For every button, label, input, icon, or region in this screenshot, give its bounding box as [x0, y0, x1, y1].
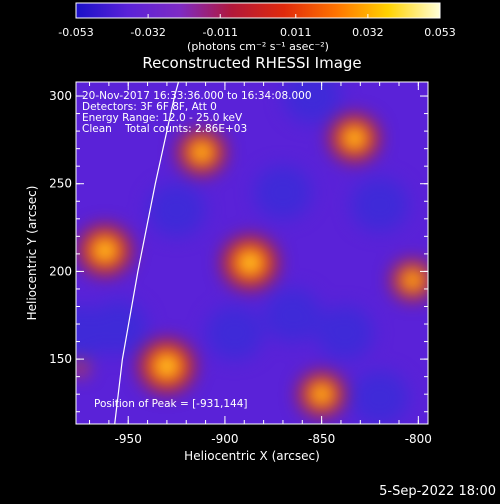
heatmap-bright-source: [76, 363, 85, 373]
colorbar-tick-label: -0.053: [58, 26, 93, 39]
y-axis-ticks: 150 200 250 300: [49, 89, 428, 413]
colorbar-ticks: -0.053 -0.032 -0.011 0.011 0.032 0.053: [58, 14, 456, 39]
heatmap-bright-source: [159, 359, 175, 374]
footer-date: 5-Sep-2022 18:00: [379, 484, 496, 499]
y-tick-label: 200: [49, 264, 72, 278]
annotation-peak: Position of Peak = [-931,144]: [94, 398, 248, 410]
annotation-block: 20-Nov-2017 16:33:36.000 to 16:34:08.000…: [82, 90, 312, 410]
heatmap-bright-source: [406, 274, 419, 286]
heatmap-dim-source: [147, 182, 206, 238]
x-tick-label: -950: [115, 432, 142, 446]
x-axis-label: Heliocentric X (arcsec): [184, 449, 320, 463]
annotation-energy: Energy Range: 12.0 - 25.0 keV: [82, 112, 243, 124]
heatmap-dim-source: [282, 82, 341, 124]
y-axis-label: Heliocentric Y (arcsec): [25, 186, 39, 321]
heatmap-bright-source: [98, 243, 112, 257]
x-tick-label: -800: [405, 432, 432, 446]
annotation-detectors: Detectors: 3F 6F 8F, Att 0: [82, 101, 217, 113]
colorbar-tick-label: -0.011: [202, 26, 237, 39]
heatmap-bright-source: [195, 146, 208, 159]
heatmap-dim-source: [263, 288, 322, 343]
plot-frame: [75, 81, 429, 425]
x-tick-label: -850: [308, 432, 335, 446]
x-tick-label: -900: [211, 432, 238, 446]
y-tick-label: 150: [49, 352, 72, 366]
colorbar: [75, 2, 441, 19]
chart-title: Reconstructed RHESSI Image: [142, 54, 361, 72]
annotation-clean: Clean Total counts: 2.86E+03: [82, 123, 247, 135]
heatmap-bright-source: [315, 388, 328, 400]
heatmap-dim-source: [315, 305, 374, 360]
heatmap-dim-source: [253, 165, 312, 220]
annotation-time-range: 20-Nov-2017 16:33:36.000 to 16:34:08.000: [82, 90, 312, 102]
y-tick-label: 250: [49, 177, 72, 191]
heatmap-dim-source: [76, 305, 109, 360]
heatmap-dim-source: [350, 370, 409, 424]
heatmap-dim-source: [205, 305, 264, 360]
y-tick-label: 300: [49, 89, 72, 103]
x-axis-ticks: -950 -900 -850 -800: [89, 82, 432, 446]
heatmap-bright-source: [242, 255, 258, 270]
colorbar-tick-label: 0.053: [424, 26, 456, 39]
heatmap-bright-source: [347, 131, 362, 145]
heatmap-dim-source: [350, 177, 409, 232]
colorbar-units: (photons cm⁻² s⁻¹ asec⁻²): [187, 40, 329, 53]
colorbar-tick-label: 0.032: [352, 26, 384, 39]
colorbar-tick-label: 0.011: [280, 26, 312, 39]
colorbar-tick-label: -0.032: [130, 26, 165, 39]
heatmap-sources: [76, 82, 428, 424]
solar-limb-curve: [114, 82, 180, 424]
